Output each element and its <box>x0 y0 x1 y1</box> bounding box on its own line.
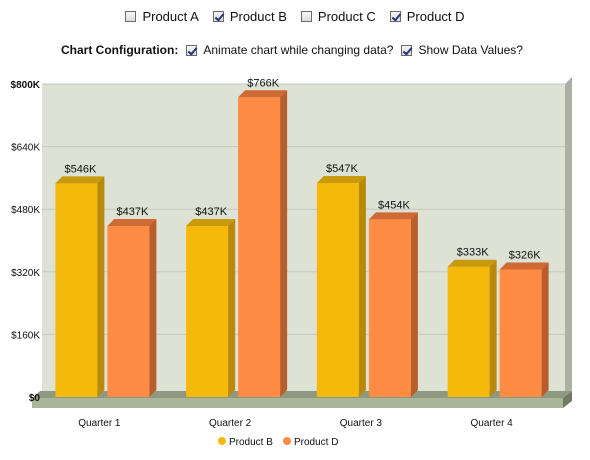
checkbox-box[interactable] <box>300 10 312 22</box>
legend-marker <box>283 437 291 445</box>
bar-product-b-quarter-2 <box>186 226 229 397</box>
bar-top-face <box>499 262 549 270</box>
checkbox-label: Product D <box>406 8 465 24</box>
bar-top-face <box>107 219 157 227</box>
bar-top-face <box>316 175 366 183</box>
canvas-right-wall <box>565 77 572 397</box>
chart-floor <box>32 391 572 408</box>
data-value-label: $326K <box>509 249 541 261</box>
x-tick-label: Quarter 1 <box>78 418 121 429</box>
bar-product-d-quarter-2 <box>238 97 281 398</box>
checkbox-label: Show Data Values? <box>418 43 523 57</box>
legend-label: Product B <box>229 437 273 448</box>
chart-configuration-label: Chart Configuration: <box>61 43 179 57</box>
y-tick-label: $640K <box>11 143 40 154</box>
checkbox-label: Product A <box>142 8 199 24</box>
data-value-label: $437K <box>195 206 227 218</box>
data-value-label: $766K <box>247 77 279 89</box>
floor-side <box>563 391 572 408</box>
bar-side-face <box>410 212 418 397</box>
bar-side-face <box>358 175 366 397</box>
chart-bars <box>55 90 549 398</box>
bar-side-face <box>280 90 288 398</box>
checkbox-box[interactable] <box>125 10 137 22</box>
product-b-checkbox[interactable]: Product B <box>212 6 287 26</box>
product-d-checkbox[interactable]: Product D <box>389 6 465 26</box>
legend-marker <box>218 437 226 445</box>
checkbox-box[interactable] <box>389 10 401 22</box>
chart-data-labels: $546K $437K $437K $766K $547K $454K $333K $326K <box>64 77 541 261</box>
show-data-values-checkbox[interactable]: Show Data Values? <box>401 43 523 57</box>
bar-side-face <box>541 262 549 397</box>
checkbox-label: Product C <box>317 8 376 24</box>
x-axis-ticks: Quarter 1 Quarter 2 Quarter 3 Quarter 4 <box>78 418 513 429</box>
checkbox-box[interactable] <box>401 44 413 56</box>
bar-top-face <box>447 259 497 267</box>
y-tick-label: $800K <box>11 80 41 91</box>
bar-product-d-quarter-3 <box>368 219 411 397</box>
y-tick-label: $480K <box>11 205 40 216</box>
checkbox-label: Product B <box>229 8 287 24</box>
data-value-label: $454K <box>378 199 410 211</box>
y-tick-label: $160K <box>11 330 40 341</box>
x-tick-label: Quarter 2 <box>209 418 252 429</box>
bar-product-d-quarter-4 <box>499 269 542 397</box>
bar-side-face <box>489 259 497 397</box>
bar-top-face <box>186 219 236 227</box>
chart-configuration-row: Chart Configuration: Animate chart while… <box>0 40 590 60</box>
x-tick-label: Quarter 4 <box>471 418 514 429</box>
data-value-label: $333K <box>457 247 489 259</box>
product-checkbox-row: Product A Product B Product C Product D <box>0 6 590 26</box>
product-a-checkbox[interactable]: Product A <box>125 6 199 26</box>
floor-front <box>32 398 563 408</box>
bar-side-face <box>97 176 105 397</box>
checkbox-label: Animate chart while changing data? <box>203 43 394 57</box>
floor-top <box>32 391 572 398</box>
animate-chart-checkbox[interactable]: Animate chart while changing data? <box>186 43 393 57</box>
bar-product-b-quarter-4 <box>447 266 490 397</box>
bar-product-b-quarter-3 <box>316 182 359 397</box>
chart-legend: Product B Product D <box>218 437 338 448</box>
data-value-label: $437K <box>116 206 148 218</box>
bar-product-b-quarter-1 <box>55 183 98 397</box>
y-tick-label: $0 <box>29 393 41 404</box>
bar-top-face <box>368 212 418 220</box>
bar-side-face <box>228 219 236 397</box>
y-tick-label: $320K <box>11 268 40 279</box>
bar-product-d-quarter-1 <box>107 226 150 397</box>
data-value-label: $547K <box>326 163 358 175</box>
bar-top-face <box>55 176 105 184</box>
bar-side-face <box>149 219 157 397</box>
checkbox-box[interactable] <box>186 44 198 56</box>
product-c-checkbox[interactable]: Product C <box>300 6 376 26</box>
checkbox-box[interactable] <box>212 10 224 22</box>
legend-label: Product D <box>294 437 338 448</box>
data-value-label: $546K <box>64 163 96 175</box>
bar-top-face <box>238 90 288 98</box>
x-tick-label: Quarter 3 <box>340 418 383 429</box>
y-axis-ticks: $0 $160K $320K $480K $640K $800K <box>11 80 41 404</box>
